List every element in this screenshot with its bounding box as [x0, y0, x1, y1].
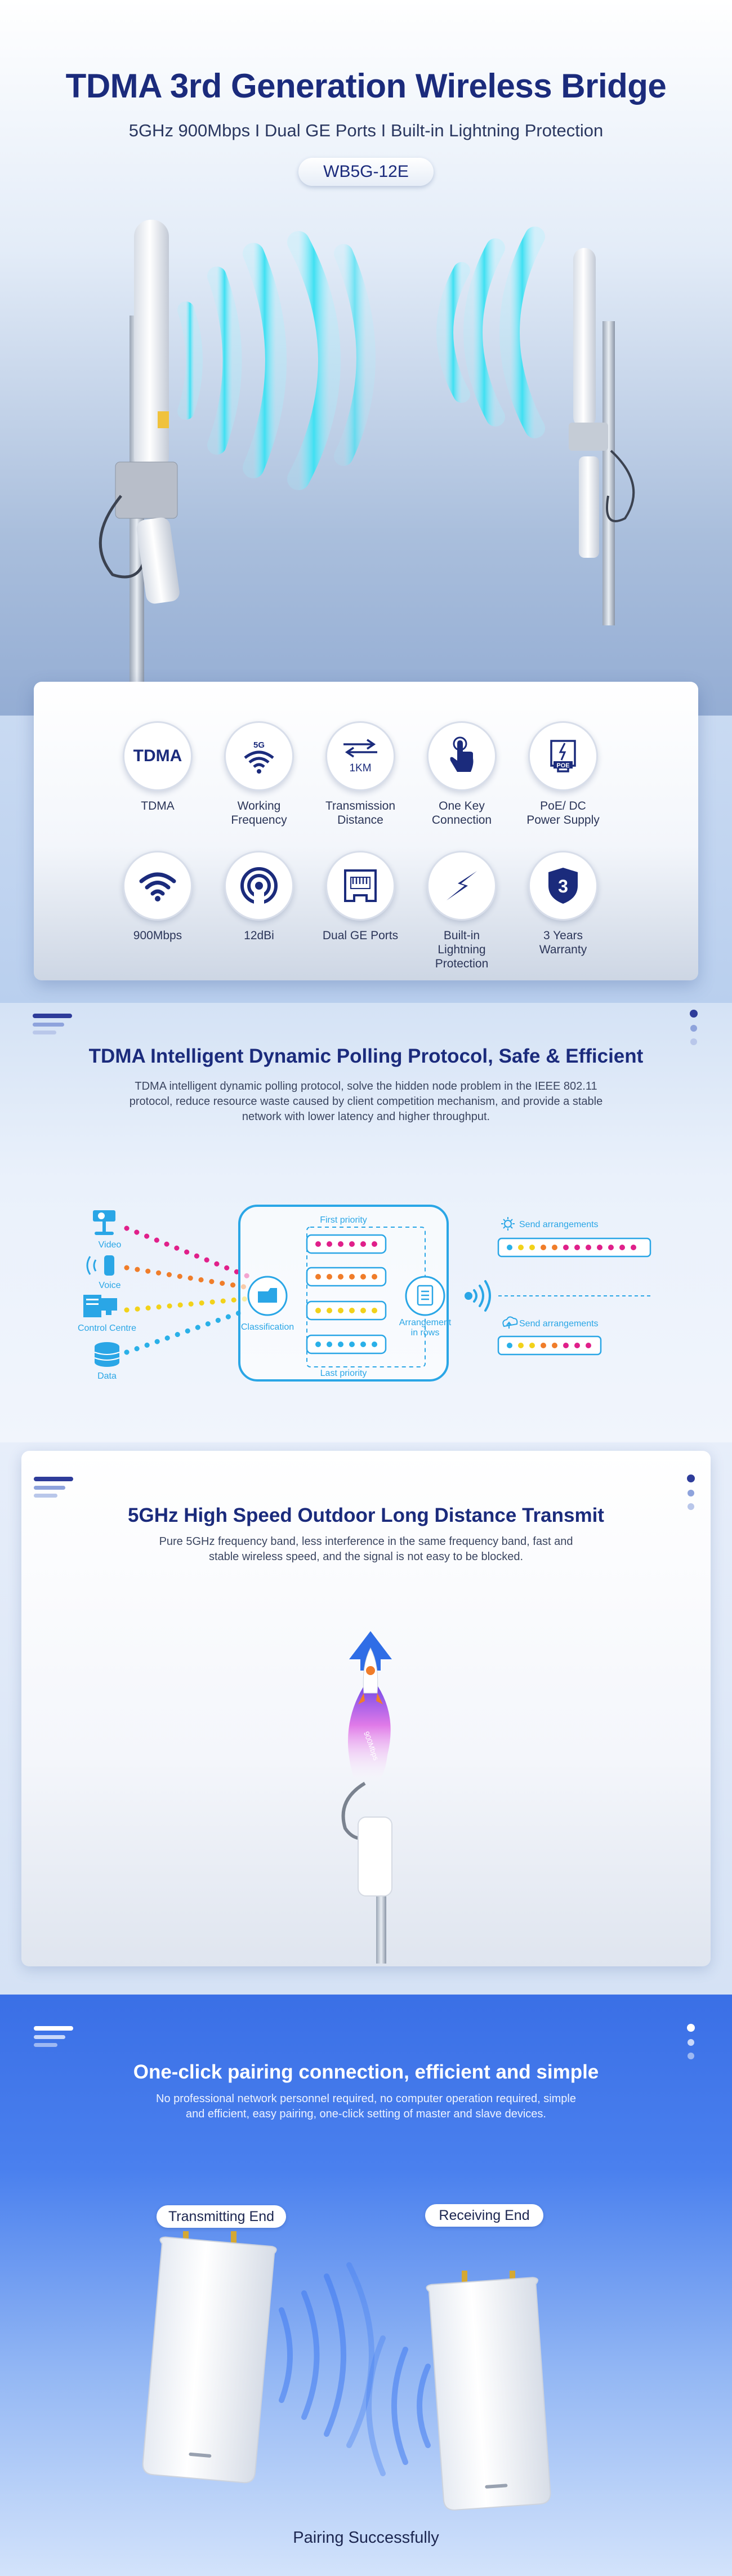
menu-lines-icon [34, 2026, 73, 2047]
feature-lightning: Built-in Lightning Protection [411, 851, 512, 971]
svg-text:1KM: 1KM [349, 762, 371, 774]
feature-label: PoE/ DC Power Supply [526, 800, 600, 827]
control-centre-icon [83, 1295, 117, 1317]
feature-label: 12dBi [244, 929, 274, 942]
priority-queue-rows [306, 1234, 387, 1354]
receiving-end-label: Receiving End [425, 2204, 543, 2227]
ghz-title: 5GHz High Speed Outdoor Long Distance Tr… [128, 1504, 604, 1526]
features-card: TDMA TDMA 5G Working Frequency 1KM Trans… [34, 682, 698, 980]
feature-warranty: 3 3 Years Warranty [512, 851, 614, 957]
tdma-diagram: Video Voice Control Centre Data First pr… [78, 1205, 653, 1382]
right-omni-antenna [573, 248, 596, 428]
transmitting-device [142, 2231, 277, 2484]
hand-press-icon [450, 736, 474, 772]
wifi-5g-icon: 5G [244, 740, 274, 774]
transmitting-end-label: Transmitting End [157, 2205, 286, 2228]
svg-text:3: 3 [558, 876, 568, 896]
source-label-data: Data [97, 1371, 117, 1381]
shield-3-icon: 3 [548, 868, 578, 904]
pairing-description: No professional network personnel requir… [156, 2093, 576, 2120]
arrangement-label: Arrangement in rows [399, 1318, 452, 1338]
feature-ports: Dual GE Ports [310, 851, 411, 943]
feature-frequency: 5G Working Frequency [208, 721, 310, 827]
video-icon [93, 1210, 115, 1235]
distance-arrows-icon: 1KM [343, 739, 377, 774]
pairing-devices-illustration [142, 2231, 551, 2511]
database-icon [94, 1342, 120, 1367]
ghz-section: 5GHz High Speed Outdoor Long Distance Tr… [21, 1451, 711, 1966]
feature-distance: 1KM Transmission Distance [310, 721, 411, 827]
right-pole [602, 321, 615, 625]
feature-label: Working Frequency [231, 800, 287, 827]
lightning-icon [447, 871, 477, 900]
poe-plug-icon: POE [550, 740, 576, 772]
cloud-upload-icon [502, 1316, 518, 1329]
tdma-section: TDMA Intelligent Dynamic Polling Protoco… [0, 1003, 732, 1442]
hero-section: TDMA 3rd Generation Wireless Bridge 5GHz… [0, 0, 732, 716]
list-document-icon [417, 1285, 434, 1306]
pairing-title: One-click pairing connection, efficient … [133, 2061, 599, 2083]
pairing-wave-arcs [279, 2262, 431, 2476]
right-cpe-device [579, 456, 599, 558]
pagination-dots-icon [687, 2024, 695, 2059]
voice-icon [86, 1255, 114, 1276]
model-badge: WB5G-12E [298, 158, 434, 186]
left-cpe-device [136, 517, 180, 604]
pagination-dots-icon [687, 1474, 695, 1510]
left-omni-antenna [134, 220, 169, 473]
tdma-description: TDMA intelligent dynamic polling protoco… [129, 1080, 603, 1123]
feature-label: Transmission Distance [325, 800, 396, 827]
feature-poe: POE PoE/ DC Power Supply [512, 721, 614, 827]
source-label-video: Video [99, 1240, 122, 1250]
feature-gain: 12dBi [208, 851, 310, 943]
last-priority-label: Last priority [320, 1369, 367, 1378]
ethernet-port-icon [344, 869, 377, 902]
tdma-text-icon: TDMA [133, 747, 182, 765]
signal-wave-arcs [177, 226, 545, 490]
feature-label: TDMA [141, 800, 175, 812]
feature-label: Built-in Lightning Protection [435, 929, 489, 970]
feature-label: 3 Years Warranty [539, 929, 587, 956]
antenna-scene-illustration [99, 220, 635, 716]
rocket-device-illustration: 900Mbps [341, 1631, 392, 1964]
source-label-voice: Voice [99, 1281, 120, 1290]
send-arrangements-top-label: Send arrangements [519, 1220, 599, 1229]
cpe-device [358, 1816, 392, 1897]
wifi-icon [139, 872, 176, 901]
feature-one-key: One Key Connection [411, 721, 512, 827]
menu-lines-icon [34, 1477, 73, 1498]
antenna-signal-icon [240, 867, 278, 905]
folder-icon [258, 1288, 277, 1303]
sun-icon [501, 1217, 515, 1231]
svg-text:5G: 5G [253, 740, 265, 750]
feature-label: 900Mbps [133, 929, 182, 942]
receiving-device [426, 2271, 551, 2511]
pagination-dots-icon [690, 1010, 698, 1045]
send-arrangements-bottom-label: Send arrangements [519, 1319, 599, 1329]
source-label-control-centre: Control Centre [78, 1323, 136, 1333]
feature-label: One Key Connection [431, 800, 492, 827]
broadcast-signal-icon [465, 1280, 491, 1312]
feature-tdma: TDMA TDMA [107, 721, 208, 813]
feature-speed: 900Mbps [107, 851, 208, 943]
menu-lines-icon [33, 1014, 72, 1034]
feature-label: Dual GE Ports [322, 929, 399, 942]
hero-subtitle: 5GHz 900Mbps I Dual GE Ports I Built-in … [128, 121, 604, 140]
svg-text:POE: POE [556, 762, 569, 769]
pairing-success-label: Pairing Successfully [293, 2529, 439, 2547]
hero-title: TDMA 3rd Generation Wireless Bridge [65, 67, 667, 105]
ghz-description: Pure 5GHz frequency band, less interfere… [159, 1535, 573, 1563]
pairing-section: One-click pairing connection, efficient … [0, 1995, 732, 2576]
classification-label: Classification [241, 1322, 294, 1332]
tdma-title: TDMA Intelligent Dynamic Polling Protoco… [88, 1045, 644, 1067]
first-priority-label: First priority [320, 1215, 367, 1225]
